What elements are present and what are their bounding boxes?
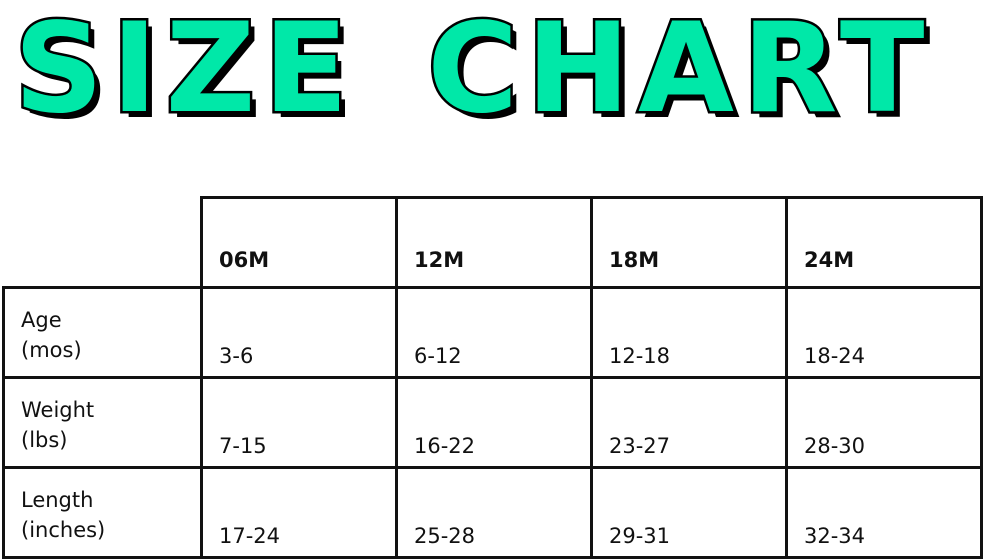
table-cell: 29-31 (590, 466, 788, 559)
row-label-line2: (lbs) (21, 428, 68, 452)
table-cell: 3-6 (200, 286, 398, 379)
table-row: Weight (lbs) 7-15 16-22 23-27 28-30 (2, 376, 983, 469)
table-row: Age (mos) 3-6 6-12 12-18 18-24 (2, 286, 983, 379)
size-table: 06M 12M 18M 24M Age (mos) 3-6 6-12 12-18 … (2, 196, 983, 559)
table-cell: 17-24 (200, 466, 398, 559)
column-header: 12M (395, 196, 593, 289)
column-header: 06M (200, 196, 398, 289)
row-label-line2: (mos) (21, 338, 82, 362)
column-header: 24M (785, 196, 983, 289)
row-label-line1: Length (21, 488, 94, 512)
row-label: Length (inches) (2, 466, 203, 559)
table-cell: 7-15 (200, 376, 398, 469)
table-cell: 12-18 (590, 286, 788, 379)
page-title: SIZE CHART (12, 0, 933, 141)
table-cell: 16-22 (395, 376, 593, 469)
table-cell: 18-24 (785, 286, 983, 379)
header-row: 06M 12M 18M 24M (3, 196, 983, 289)
row-label: Weight (lbs) (2, 376, 203, 469)
row-label-line1: Weight (21, 398, 95, 422)
corner-cell (3, 197, 203, 289)
table-cell: 6-12 (395, 286, 593, 379)
table-cell: 25-28 (395, 466, 593, 559)
row-label: Age (mos) (2, 286, 203, 379)
row-label-line2: (inches) (21, 518, 106, 542)
column-header: 18M (590, 196, 788, 289)
table-row: Length (inches) 17-24 25-28 29-31 32-34 (2, 466, 983, 559)
row-label-line1: Age (21, 308, 62, 332)
table-cell: 23-27 (590, 376, 788, 469)
table-cell: 28-30 (785, 376, 983, 469)
table-cell: 32-34 (785, 466, 983, 559)
